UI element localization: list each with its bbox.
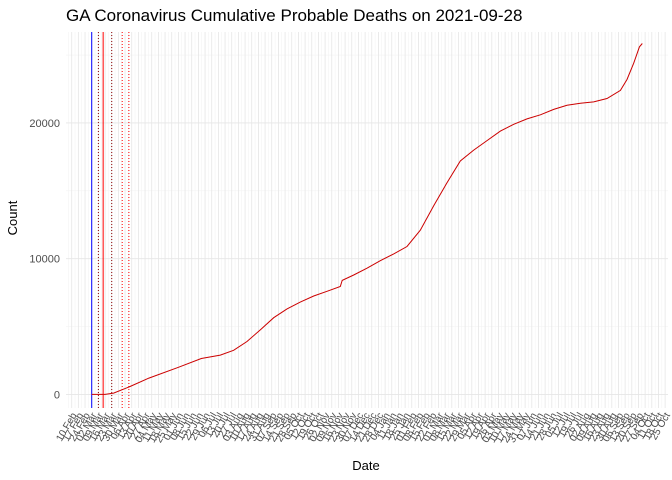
y-tick-label: 0	[54, 389, 60, 401]
y-axis-ticks: 0 10000 20000	[29, 118, 60, 401]
y-axis-title: Count	[5, 200, 20, 235]
series-line-probable-deaths	[91, 43, 643, 395]
major-gridlines	[66, 32, 668, 408]
reference-lines	[91, 32, 130, 408]
y-tick-label: 10000	[29, 254, 60, 266]
minor-gridlines	[66, 32, 668, 408]
x-axis-title: Date	[352, 458, 379, 473]
y-tick-label: 20000	[29, 118, 60, 130]
chart-title: GA Coronavirus Cumulative Probable Death…	[66, 6, 523, 25]
